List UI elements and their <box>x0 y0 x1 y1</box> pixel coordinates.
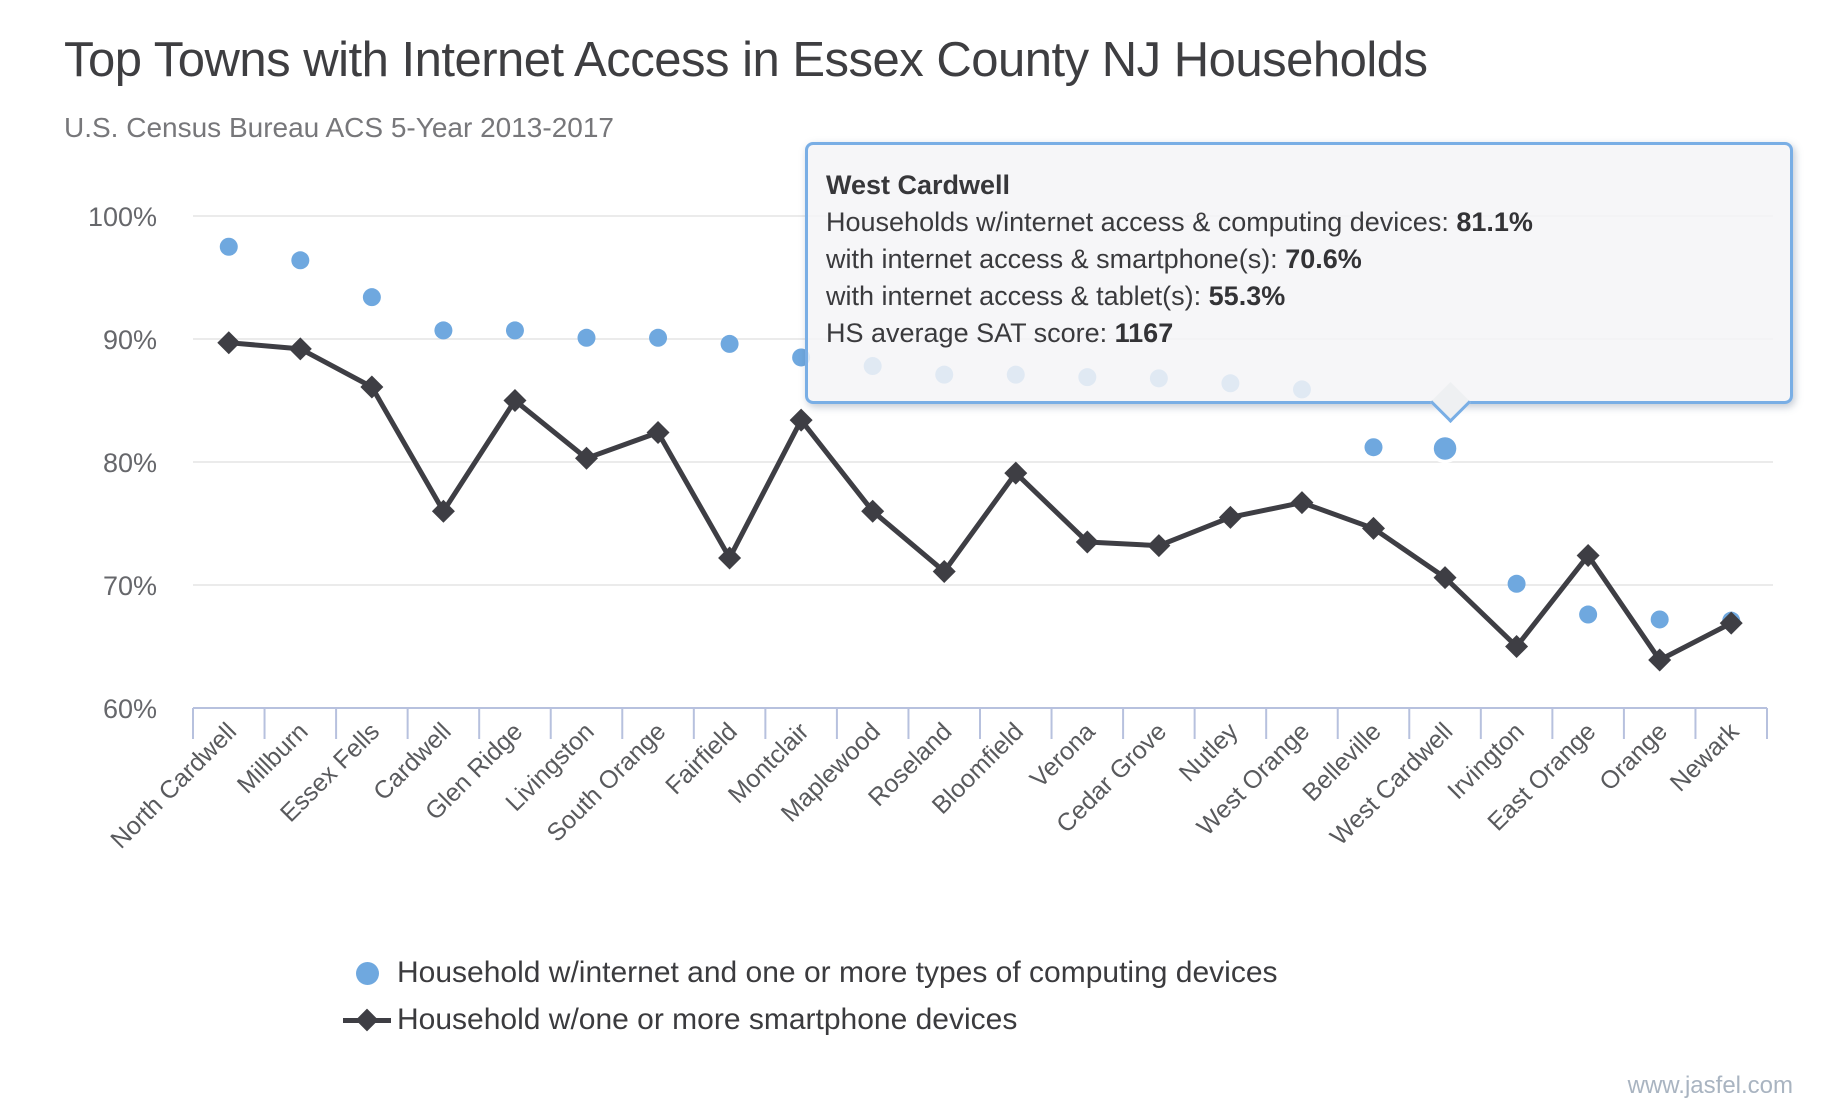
data-point-smartphone[interactable] <box>932 559 956 583</box>
data-point-computing-devices[interactable] <box>1650 610 1669 629</box>
data-point-smartphone[interactable] <box>1362 516 1385 540</box>
x-axis-label: Orange <box>1594 717 1673 796</box>
legend-label-computing-devices: Household w/internet and one or more typ… <box>397 956 1278 989</box>
circle-marker-icon <box>355 961 379 985</box>
data-point-smartphone[interactable] <box>503 389 527 412</box>
tooltip-line: with internet access & smartphone(s): 70… <box>826 244 1362 274</box>
legend-item-computing-devices[interactable]: Household w/internet and one or more typ… <box>337 956 1278 990</box>
smartphone-series-line <box>228 340 1733 663</box>
tooltip-line: Households w/internet access & computing… <box>826 207 1533 237</box>
chart-subtitle: U.S. Census Bureau ACS 5-Year 2013-2017 <box>64 112 614 143</box>
data-point-smartphone[interactable] <box>1648 648 1672 672</box>
y-axis-label: 90% <box>103 325 157 355</box>
data-point-computing-devices[interactable] <box>434 321 453 340</box>
data-point-smartphone[interactable] <box>1433 566 1457 590</box>
data-point-computing-devices[interactable] <box>1507 574 1526 593</box>
data-point-smartphone[interactable] <box>575 446 598 470</box>
y-axis-label: 100% <box>88 202 157 232</box>
data-point-smartphone[interactable] <box>1218 505 1242 529</box>
data-point-smartphone[interactable] <box>789 408 813 432</box>
tooltip-line: with internet access & tablet(s): 55.3% <box>826 281 1286 311</box>
data-point-smartphone[interactable] <box>217 331 241 355</box>
legend-marker-box <box>337 961 397 985</box>
data-point-smartphone[interactable] <box>1505 635 1529 658</box>
tooltip: West Cardwell Households w/internet acce… <box>805 142 1793 424</box>
x-axis-label: North Cardwell <box>105 717 242 854</box>
data-point-smartphone[interactable] <box>646 420 670 444</box>
x-axis-label: Newark <box>1665 717 1745 797</box>
y-axis-label: 80% <box>103 448 157 478</box>
legend-item-smartphone[interactable]: Household w/one or more smartphone devic… <box>337 1003 1278 1037</box>
data-point-smartphone[interactable] <box>718 546 742 570</box>
data-point-computing-devices[interactable] <box>362 288 381 307</box>
data-point-smartphone[interactable] <box>861 499 885 523</box>
data-point-smartphone[interactable] <box>1290 491 1314 515</box>
data-point-smartphone[interactable] <box>1719 611 1743 635</box>
y-axis-label: 70% <box>103 571 157 601</box>
data-point-computing-devices[interactable] <box>291 251 310 270</box>
tooltip-line: HS average SAT score: 1167 <box>826 318 1174 348</box>
data-point-computing-devices[interactable] <box>1364 438 1383 457</box>
data-point-computing-devices[interactable] <box>505 321 524 340</box>
diamond-line-marker-icon <box>343 1008 391 1032</box>
data-point-smartphone[interactable] <box>431 499 455 523</box>
chart-title: Top Towns with Internet Access in Essex … <box>64 33 1428 87</box>
watermark-link[interactable]: www.jasfel.com <box>1627 1072 1793 1099</box>
data-point-computing-devices[interactable] <box>219 237 238 256</box>
x-axis-label: West Cardwell <box>1325 717 1458 850</box>
y-axis-label: 60% <box>103 694 157 724</box>
data-point-computing-devices[interactable] <box>577 328 596 347</box>
data-point-computing-devices[interactable] <box>720 334 739 353</box>
data-point-computing-devices[interactable] <box>649 328 668 347</box>
legend-label-smartphone: Household w/one or more smartphone devic… <box>397 1003 1018 1036</box>
legend-marker-box <box>337 1008 397 1032</box>
legend: Household w/internet and one or more typ… <box>337 956 1278 1037</box>
data-point-computing-devices-highlighted[interactable] <box>1430 433 1460 464</box>
data-point-smartphone[interactable] <box>1147 534 1171 558</box>
diamond-icon <box>355 1008 379 1032</box>
data-point-smartphone[interactable] <box>1576 543 1600 567</box>
data-point-smartphone[interactable] <box>1075 530 1099 554</box>
data-point-smartphone[interactable] <box>360 375 384 399</box>
data-point-computing-devices[interactable] <box>1579 605 1598 624</box>
x-axis-label: Nutley <box>1174 717 1244 787</box>
tooltip-lines: Households w/internet access & computing… <box>826 204 1770 352</box>
tooltip-town: West Cardwell <box>826 170 1011 200</box>
data-point-smartphone[interactable] <box>1004 461 1028 485</box>
data-point-smartphone[interactable] <box>288 337 312 361</box>
